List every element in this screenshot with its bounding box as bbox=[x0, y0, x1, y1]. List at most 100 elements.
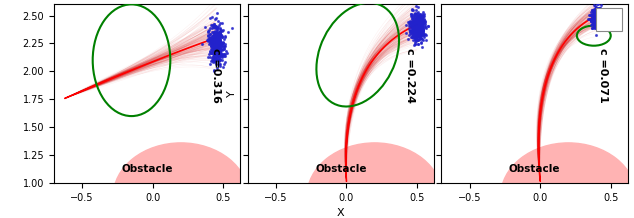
Point bbox=[590, 20, 600, 24]
Point bbox=[405, 20, 415, 24]
Point bbox=[410, 20, 420, 24]
Point bbox=[597, 24, 607, 27]
Point bbox=[214, 38, 224, 41]
Point bbox=[590, 12, 600, 15]
Point bbox=[210, 50, 221, 54]
Point bbox=[213, 47, 223, 51]
Point bbox=[593, 15, 604, 19]
Point bbox=[593, 18, 604, 21]
Point bbox=[214, 39, 224, 43]
Point bbox=[415, 31, 425, 34]
Point bbox=[593, 23, 604, 26]
Point bbox=[406, 22, 417, 25]
Point bbox=[212, 35, 223, 38]
Point bbox=[415, 26, 425, 30]
Point bbox=[417, 27, 427, 30]
Point bbox=[212, 45, 223, 49]
Point bbox=[411, 20, 421, 24]
Point bbox=[217, 44, 227, 48]
Point bbox=[207, 43, 217, 46]
Point bbox=[590, 19, 600, 23]
Point bbox=[591, 13, 601, 17]
Point bbox=[596, 13, 606, 16]
Point bbox=[419, 18, 429, 21]
Point bbox=[210, 48, 221, 51]
Point bbox=[590, 16, 600, 20]
Point bbox=[416, 15, 426, 19]
Point bbox=[594, 26, 604, 30]
Point bbox=[207, 56, 217, 59]
Point bbox=[593, 11, 604, 15]
Point bbox=[590, 14, 600, 18]
Point bbox=[590, 13, 600, 16]
Point bbox=[415, 30, 425, 33]
Point bbox=[593, 13, 604, 17]
Text: c =0.316: c =0.316 bbox=[211, 48, 221, 103]
FancyBboxPatch shape bbox=[596, 8, 622, 31]
Point bbox=[410, 18, 420, 21]
Point bbox=[587, 18, 597, 22]
Point bbox=[413, 31, 423, 35]
Point bbox=[212, 38, 223, 42]
Point bbox=[208, 45, 218, 49]
Point bbox=[212, 39, 222, 43]
Point bbox=[204, 36, 214, 40]
Point bbox=[599, 20, 609, 24]
Point bbox=[413, 23, 424, 27]
Point bbox=[416, 41, 426, 44]
Point bbox=[209, 37, 219, 41]
Point bbox=[216, 41, 226, 45]
Point bbox=[410, 25, 420, 29]
Point bbox=[409, 22, 419, 26]
Point bbox=[197, 42, 207, 46]
Point bbox=[212, 48, 223, 51]
Point bbox=[213, 40, 223, 43]
Point bbox=[210, 52, 220, 56]
Point bbox=[592, 16, 602, 19]
Point bbox=[420, 25, 430, 28]
Point bbox=[592, 22, 602, 26]
Point bbox=[583, 18, 593, 21]
Point bbox=[212, 37, 222, 40]
Point bbox=[588, 17, 598, 20]
Point bbox=[418, 28, 428, 32]
Point bbox=[584, 17, 594, 21]
Point bbox=[594, 16, 604, 19]
Point bbox=[592, 25, 602, 28]
Point bbox=[592, 27, 602, 31]
Point bbox=[214, 63, 224, 66]
Point bbox=[419, 35, 429, 39]
Point bbox=[419, 14, 429, 18]
Point bbox=[416, 28, 426, 31]
Point bbox=[207, 26, 217, 30]
Point bbox=[590, 20, 600, 23]
Point bbox=[212, 43, 223, 47]
Point bbox=[413, 26, 424, 29]
Point bbox=[219, 48, 230, 51]
Point bbox=[408, 21, 418, 25]
Point bbox=[595, 10, 605, 14]
Point bbox=[217, 35, 227, 38]
Point bbox=[213, 49, 223, 53]
Point bbox=[212, 47, 223, 51]
Point bbox=[593, 23, 604, 26]
Point bbox=[212, 34, 223, 37]
Point bbox=[213, 43, 223, 46]
Point bbox=[590, 14, 600, 18]
Point bbox=[409, 19, 419, 22]
Point bbox=[590, 16, 600, 20]
Point bbox=[209, 32, 219, 36]
Point bbox=[589, 19, 599, 22]
Point bbox=[598, 9, 608, 12]
Point bbox=[406, 12, 416, 15]
Point bbox=[593, 11, 603, 14]
Point bbox=[593, 21, 604, 24]
Point bbox=[210, 39, 220, 42]
Point bbox=[411, 20, 422, 23]
Point bbox=[214, 35, 224, 39]
Point bbox=[411, 36, 422, 39]
Point bbox=[588, 23, 598, 27]
Point bbox=[415, 35, 425, 39]
Point bbox=[408, 32, 418, 35]
Point bbox=[410, 41, 420, 44]
